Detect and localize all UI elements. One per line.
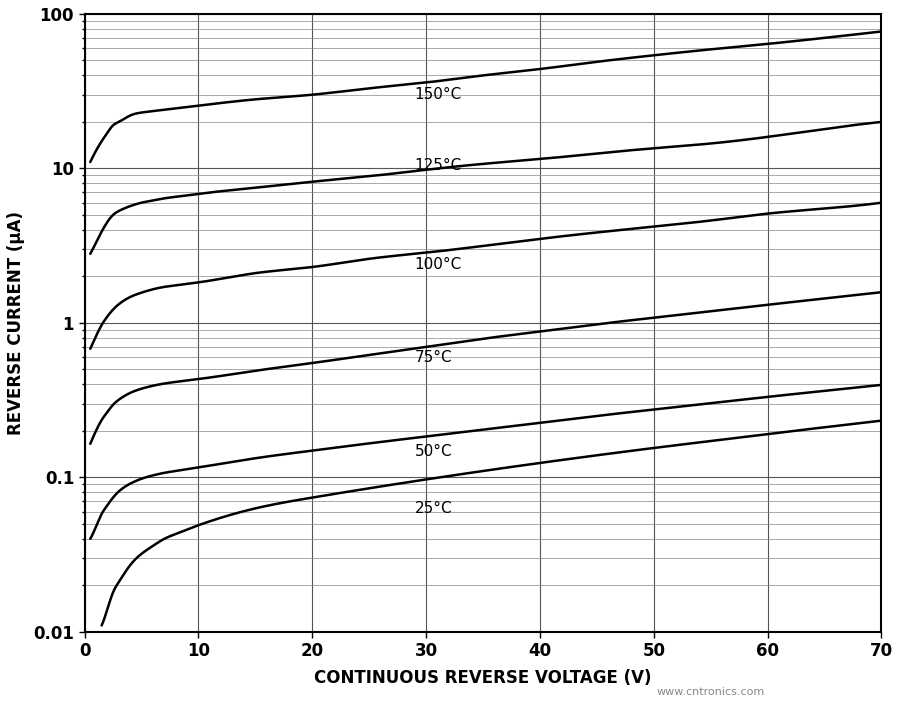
Text: 25°C: 25°C xyxy=(415,501,453,516)
Text: www.cntronics.com: www.cntronics.com xyxy=(657,687,765,697)
X-axis label: CONTINUOUS REVERSE VOLTAGE (V): CONTINUOUS REVERSE VOLTAGE (V) xyxy=(314,669,652,686)
Y-axis label: REVERSE CURRENT (μA): REVERSE CURRENT (μA) xyxy=(7,211,25,435)
Text: 75°C: 75°C xyxy=(415,350,453,365)
Text: 100°C: 100°C xyxy=(415,257,462,272)
Text: 150°C: 150°C xyxy=(415,87,462,102)
Text: 125°C: 125°C xyxy=(415,157,462,172)
Text: 50°C: 50°C xyxy=(415,443,453,458)
